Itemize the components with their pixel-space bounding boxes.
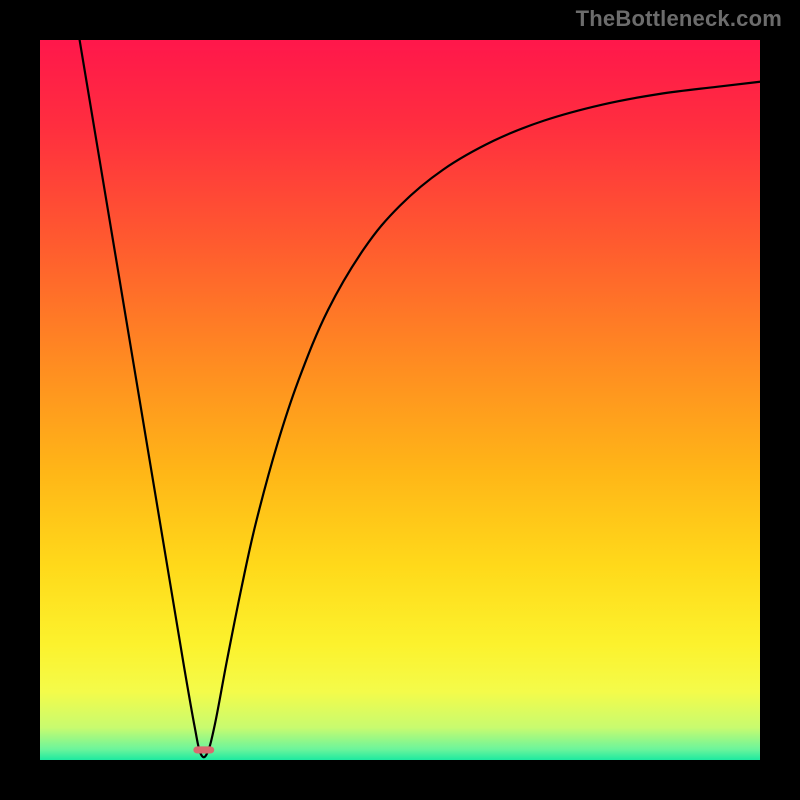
- image-root: TheBottleneck.com: [0, 0, 800, 800]
- optimal-marker: [193, 746, 214, 753]
- watermark-text: TheBottleneck.com: [576, 6, 782, 32]
- chart-svg: [0, 0, 800, 800]
- plot-area-gradient: [40, 40, 760, 760]
